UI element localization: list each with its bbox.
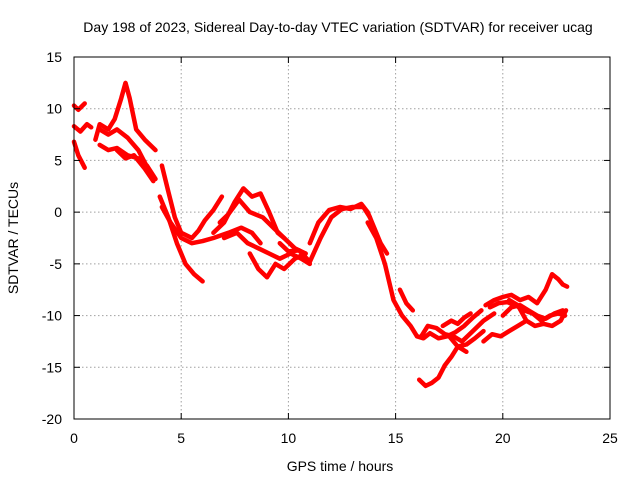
y-tick-label: 5 — [54, 152, 62, 168]
x-tick-label: 10 — [281, 430, 297, 446]
series-line-arc-8 — [159, 163, 225, 241]
series-line-arc-2 — [71, 121, 94, 134]
tick-layer: 0 5 10 15 20 25 -20 -15 -10 -5 0 5 10 15 — [42, 49, 618, 446]
x-tick-label: 20 — [495, 430, 511, 446]
x-tick-label: 25 — [602, 430, 618, 446]
series-line-arc-14 — [247, 251, 308, 280]
axis-layer — [73, 56, 611, 420]
series-line-arc-7 — [114, 147, 156, 184]
y-tick-label: -20 — [42, 411, 62, 427]
chart-title: Day 198 of 2023, Sidereal Day-to-day VTE… — [83, 19, 592, 35]
series-line-arc-25 — [483, 271, 570, 308]
series-line-arc-21 — [416, 328, 486, 389]
series-line-arc-10 — [157, 194, 205, 284]
series-line-arc-22 — [440, 311, 473, 329]
y-tick-label: 0 — [54, 204, 62, 220]
plot-border — [73, 56, 611, 420]
series-line-arc-23 — [446, 334, 469, 355]
series-line-arc-17 — [365, 220, 420, 339]
series-line-arc-20 — [419, 311, 497, 344]
series-line-arc-12 — [217, 197, 308, 256]
y-axis-label: SDTVAR / TECUs — [5, 182, 21, 294]
x-axis-label: GPS time / hours — [287, 458, 394, 474]
series-line-arc-18 — [397, 287, 416, 313]
y-tick-label: -10 — [42, 308, 62, 324]
x-tick-label: 15 — [388, 430, 404, 446]
series-layer — [71, 80, 570, 389]
y-tick-label: -15 — [42, 359, 62, 375]
y-tick-label: 15 — [46, 49, 62, 65]
x-tick-label: 5 — [177, 430, 185, 446]
series-line-arc-24 — [481, 318, 529, 344]
series-line-arc-27 — [500, 302, 566, 321]
series-line-arc-28 — [506, 297, 569, 329]
series-line-arc-3 — [71, 139, 87, 170]
grid-layer — [74, 57, 610, 419]
y-tick-label: -5 — [50, 256, 63, 272]
x-tick-label: 0 — [70, 430, 78, 446]
series-line-arc-4 — [93, 80, 158, 153]
y-tick-label: 10 — [46, 101, 62, 117]
series-line-arc-1 — [71, 101, 87, 112]
series-line-arc-9 — [159, 204, 263, 246]
series-line-arc-16 — [307, 201, 390, 256]
